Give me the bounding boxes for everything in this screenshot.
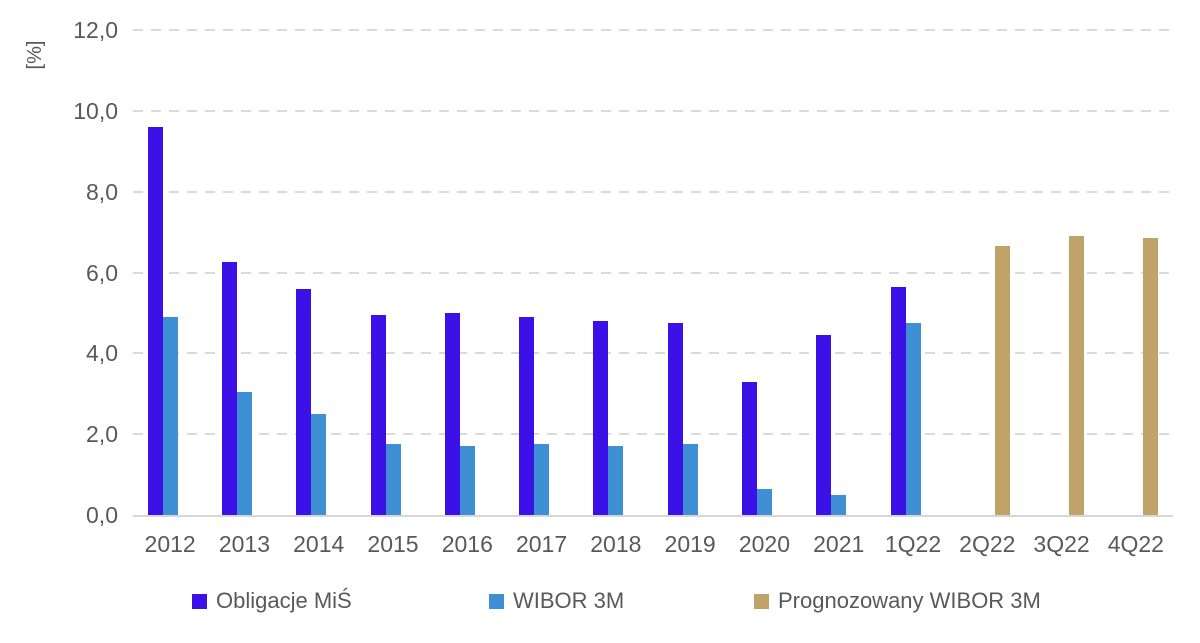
legend-swatch-icon <box>754 593 769 609</box>
bar-prognozowany-wibor-3m-4q22 <box>1143 238 1159 515</box>
bar-wibor-3m-2014 <box>311 413 327 515</box>
x-tick-label-3q22: 3Q22 <box>1033 531 1090 557</box>
bar-obligacje-miś-2012 <box>147 127 163 515</box>
x-tick-label-2021: 2021 <box>813 531 865 557</box>
bar-prognozowany-wibor-3m-3q22 <box>1069 236 1085 515</box>
x-tick-label-2014: 2014 <box>293 531 345 557</box>
x-tick-label-2015: 2015 <box>367 531 419 557</box>
bar-obligacje-miś-2016 <box>444 312 460 515</box>
y-tick-label: 10,0 <box>73 97 118 124</box>
legend-swatch-icon <box>489 593 504 609</box>
legend: Obligacje MiŚ WIBOR 3M Prognozowany WIBOR … <box>0 588 1200 624</box>
x-tick-label-2020: 2020 <box>738 531 791 557</box>
x-tick-label-1q22: 1Q22 <box>884 531 942 557</box>
gridline-12 <box>133 29 1173 31</box>
gridline-2 <box>133 433 1173 436</box>
legend-swatch-icon <box>192 593 207 609</box>
y-tick-label: 8,0 <box>86 178 118 205</box>
bar-wibor-3m-2012 <box>162 316 178 515</box>
bar-wibor-3m-2021 <box>831 494 847 515</box>
bar-obligacje-miś-2020 <box>741 381 757 515</box>
bar-wibor-3m-2015 <box>385 444 401 515</box>
bar-obligacje-miś-2018 <box>593 321 609 515</box>
bar-wibor-3m-2013 <box>236 391 252 515</box>
x-tick-label-2019: 2019 <box>664 531 716 557</box>
bar-obligacje-miś-2017 <box>519 316 535 515</box>
legend-label: Obligacje MiŚ <box>216 588 352 613</box>
x-tick-label-2013: 2013 <box>218 531 271 557</box>
legend-label: Prognozowany WIBOR 3M <box>778 588 1041 613</box>
x-tick-label-2018: 2018 <box>590 531 642 557</box>
y-tick-label: 4,0 <box>86 340 118 367</box>
legend-item-wibor-3m: WIBOR 3M <box>489 588 624 614</box>
y-tick-label: 12,0 <box>73 17 118 43</box>
bar-wibor-3m-2020 <box>756 488 772 515</box>
bar-obligacje-miś-2015 <box>370 314 386 515</box>
x-tick-label-2016: 2016 <box>441 531 493 557</box>
bar-wibor-3m-2016 <box>459 446 475 515</box>
bar-wibor-3m-1q22 <box>905 323 921 515</box>
bar-wibor-3m-2018 <box>608 446 624 515</box>
plot-area <box>133 29 1173 517</box>
x-tick-label-4q22: 4Q22 <box>1107 531 1164 557</box>
x-tick-label-2017: 2017 <box>515 531 568 557</box>
gridline-6 <box>133 271 1173 274</box>
x-tick-label-2q22: 2Q22 <box>959 531 1016 557</box>
bar-obligacje-miś-2013 <box>221 262 237 515</box>
bar-obligacje-miś-2021 <box>816 335 832 515</box>
bar-obligacje-miś-1q22 <box>890 286 906 515</box>
bar-obligacje-miś-2019 <box>667 323 683 515</box>
gridline-10 <box>133 109 1173 112</box>
gridline-4 <box>133 352 1173 355</box>
x-tick-label-2012: 2012 <box>144 531 196 557</box>
legend-item-prognozowany-wibor-3m: Prognozowany WIBOR 3M <box>754 588 1041 614</box>
y-tick-label: 6,0 <box>86 259 118 286</box>
y-tick-label: 2,0 <box>86 421 118 448</box>
gridline-8 <box>133 190 1173 193</box>
bar-obligacje-miś-2014 <box>296 288 312 515</box>
legend-item-obligacje-miś: Obligacje MiŚ <box>192 588 352 614</box>
bar-wibor-3m-2017 <box>534 444 550 515</box>
bar-prognozowany-wibor-3m-2q22 <box>994 246 1010 515</box>
legend-label: WIBOR 3M <box>513 588 625 613</box>
y-tick-label: 0,0 <box>86 502 118 528</box>
bar-wibor-3m-2019 <box>682 444 698 515</box>
